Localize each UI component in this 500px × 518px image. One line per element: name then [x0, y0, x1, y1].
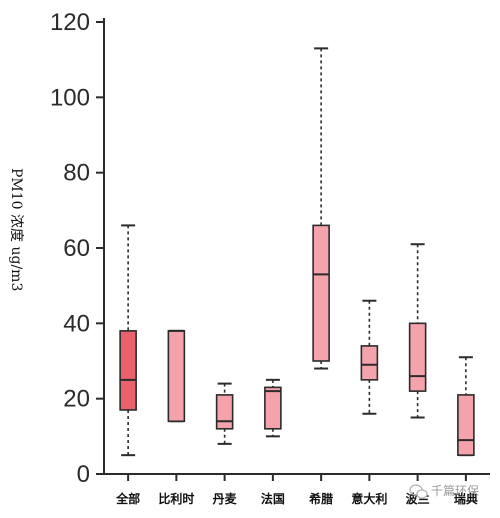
wechat-icon — [409, 484, 428, 499]
iqr-box — [264, 386, 282, 430]
y-tick-label: 0 — [77, 461, 90, 488]
iqr-box — [119, 330, 137, 411]
x-tick-label: 瑞典 — [454, 491, 478, 506]
y-tick-label: 20 — [63, 386, 90, 413]
iqr-box — [312, 224, 330, 362]
box-4 — [264, 378, 282, 438]
box-2 — [167, 329, 186, 423]
axes — [96, 18, 490, 481]
box-8 — [457, 356, 475, 457]
watermark: 千篇环保 — [409, 483, 479, 499]
box-1 — [119, 224, 137, 457]
iqr-box — [215, 394, 234, 430]
y-tick-label: 80 — [63, 160, 90, 187]
y-tick-label: 100 — [50, 84, 90, 111]
iqr-box — [360, 345, 379, 381]
x-tick-label: 意大利 — [351, 491, 387, 506]
iqr-box — [457, 394, 475, 456]
x-tick-label: 希腊 — [308, 491, 333, 506]
box-6 — [360, 299, 379, 415]
iqr-box — [167, 330, 186, 423]
x-tick-label: 法国 — [261, 491, 285, 506]
iqr-box — [408, 322, 427, 392]
y-tick-label: 120 — [50, 9, 90, 36]
x-tick-label: 丹麦 — [213, 491, 238, 506]
y-tick-label: 40 — [63, 310, 90, 337]
y-axis-label: PM10 浓度 ug/m3 — [8, 168, 24, 291]
x-tick-label: 全部 — [115, 491, 140, 506]
y-axis-title: PM10 浓度 ug/m3 — [8, 168, 24, 291]
watermark-text: 千篇环保 — [431, 483, 479, 498]
y-tick-label: 60 — [63, 235, 90, 262]
box-3 — [215, 382, 234, 445]
box-5 — [312, 47, 330, 370]
x-tick-label: 比利时 — [158, 491, 194, 506]
box-7 — [408, 243, 427, 419]
box-series — [119, 47, 475, 457]
